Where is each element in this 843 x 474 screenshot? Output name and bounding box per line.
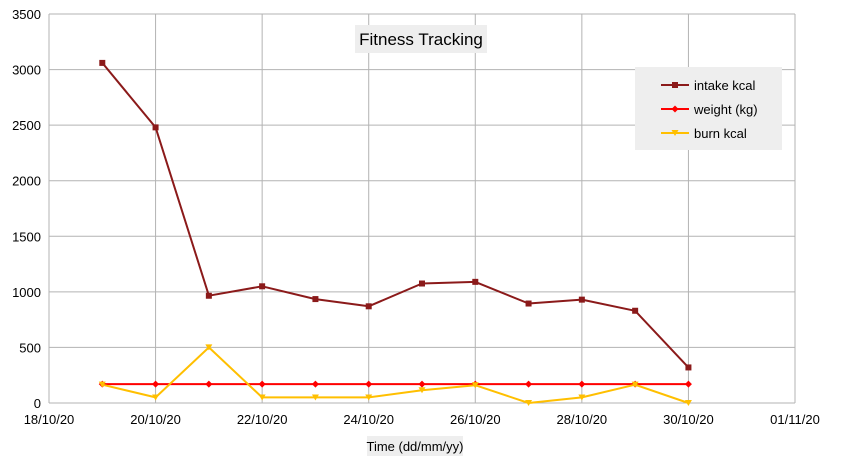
chart-title-box: Fitness Tracking bbox=[355, 25, 487, 53]
legend-item-burn-kcal: burn kcal bbox=[661, 126, 747, 141]
x-axis-label-box: Time (dd/mm/yy) bbox=[366, 436, 464, 456]
y-tick-label: 3500 bbox=[12, 7, 41, 22]
data-point-intake-kcal bbox=[152, 124, 159, 131]
x-tick-label: 20/10/20 bbox=[130, 412, 181, 427]
y-tick-label: 1000 bbox=[12, 285, 41, 300]
x-axis-label: Time (dd/mm/yy) bbox=[366, 439, 463, 454]
grid bbox=[48, 13, 796, 404]
series-intake-kcal bbox=[99, 59, 692, 371]
series-group bbox=[98, 59, 692, 406]
data-point-intake-kcal bbox=[259, 283, 266, 290]
x-tick-label: 28/10/20 bbox=[557, 412, 608, 427]
data-point-weight-kg bbox=[684, 380, 692, 388]
x-axis-ticks: 18/10/20 20/10/20 22/10/20 24/10/20 26/10/20… bbox=[24, 412, 820, 427]
data-point-burn-kcal bbox=[365, 394, 373, 401]
data-point-weight-kg bbox=[258, 380, 266, 388]
x-tick-label: 18/10/20 bbox=[24, 412, 75, 427]
data-point-weight-kg bbox=[578, 380, 586, 388]
legend-item-weight-kg: weight (kg) bbox=[661, 102, 758, 117]
data-point-burn-kcal bbox=[258, 394, 266, 401]
x-tick-label: 01/11/20 bbox=[770, 412, 820, 427]
chart-title: Fitness Tracking bbox=[359, 30, 483, 49]
data-point-intake-kcal bbox=[472, 278, 479, 285]
data-point-weight-kg bbox=[418, 380, 426, 388]
legend-swatch-marker bbox=[672, 82, 678, 88]
data-point-intake-kcal bbox=[578, 296, 585, 303]
data-point-burn-kcal bbox=[98, 381, 106, 388]
data-point-burn-kcal bbox=[471, 382, 479, 389]
data-point-intake-kcal bbox=[365, 303, 372, 310]
x-tick-label: 22/10/20 bbox=[237, 412, 288, 427]
legend-item-intake-kcal: intake kcal bbox=[661, 78, 756, 93]
x-tick-label: 26/10/20 bbox=[450, 412, 501, 427]
x-tick-label: 24/10/20 bbox=[343, 412, 394, 427]
data-point-intake-kcal bbox=[525, 300, 532, 307]
legend-swatch-marker bbox=[671, 105, 679, 113]
data-point-intake-kcal bbox=[685, 364, 692, 371]
legend-label: intake kcal bbox=[694, 78, 756, 93]
y-axis-ticks: 0 500 1000 1500 2000 2500 3000 3500 bbox=[12, 7, 41, 411]
data-point-intake-kcal bbox=[632, 307, 639, 314]
legend: intake kcal weight (kg) burn kcal bbox=[635, 67, 782, 150]
y-tick-label: 2000 bbox=[12, 174, 41, 189]
data-point-weight-kg bbox=[365, 380, 373, 388]
data-point-weight-kg bbox=[205, 380, 213, 388]
data-point-intake-kcal bbox=[99, 59, 106, 66]
y-tick-label: 500 bbox=[19, 340, 41, 355]
legend-label: burn kcal bbox=[694, 126, 747, 141]
data-point-burn-kcal bbox=[152, 394, 160, 401]
data-point-intake-kcal bbox=[312, 296, 319, 303]
data-point-burn-kcal bbox=[578, 394, 586, 401]
data-point-burn-kcal bbox=[631, 381, 639, 388]
series-burn-kcal bbox=[98, 344, 692, 406]
legend-label: weight (kg) bbox=[693, 102, 758, 117]
data-point-burn-kcal bbox=[311, 394, 319, 401]
data-point-intake-kcal bbox=[205, 292, 212, 299]
y-tick-label: 0 bbox=[34, 396, 41, 411]
data-point-weight-kg bbox=[152, 380, 160, 388]
y-tick-label: 2500 bbox=[12, 118, 41, 133]
data-point-burn-kcal bbox=[205, 344, 213, 351]
legend-swatch-marker bbox=[671, 130, 679, 136]
series-weight-kg bbox=[98, 380, 692, 388]
series-line-burn-kcal bbox=[102, 346, 689, 404]
data-point-weight-kg bbox=[311, 380, 319, 388]
y-tick-label: 1500 bbox=[12, 229, 41, 244]
data-point-burn-kcal bbox=[418, 387, 426, 394]
series-line-intake-kcal bbox=[101, 62, 690, 369]
data-point-weight-kg bbox=[525, 380, 533, 388]
data-point-burn-kcal bbox=[525, 400, 533, 406]
y-tick-label: 3000 bbox=[12, 63, 41, 78]
x-tick-label: 30/10/20 bbox=[663, 412, 714, 427]
data-point-burn-kcal bbox=[684, 400, 692, 406]
data-point-intake-kcal bbox=[419, 280, 425, 287]
